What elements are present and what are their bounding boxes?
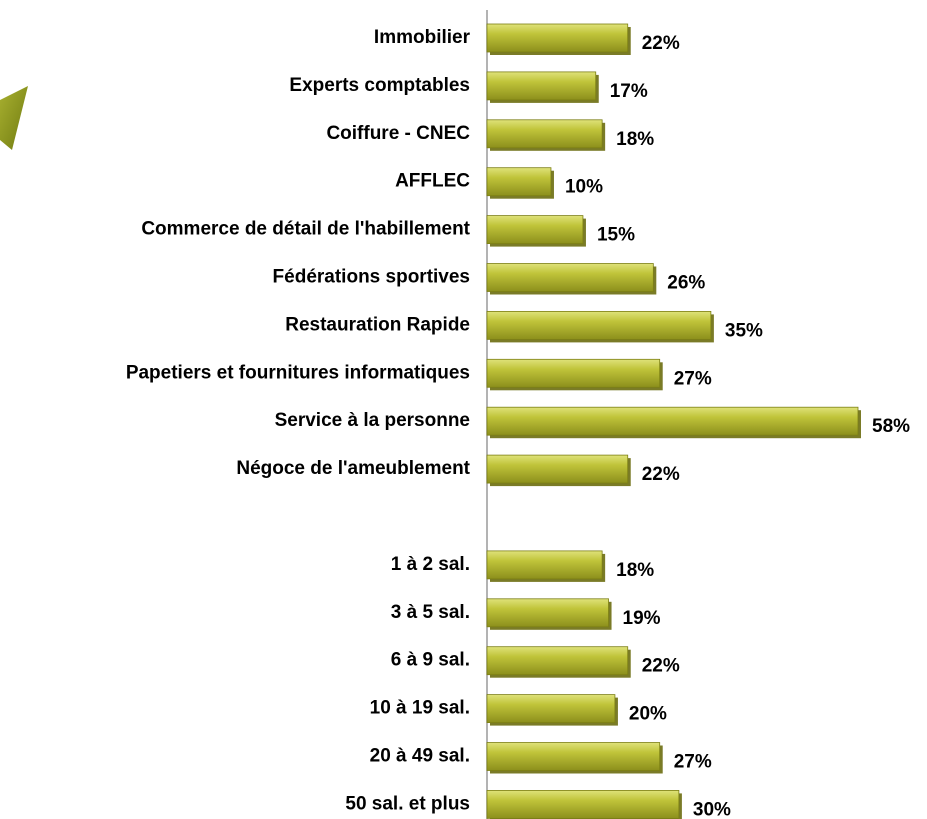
value-label: 22% (642, 33, 680, 54)
category-label: 20 à 49 sal. (370, 746, 470, 767)
category-label: Commerce de détail de l'habillement (141, 219, 470, 240)
category-label: Papetiers et fournitures informatiques (126, 362, 470, 383)
bar (486, 23, 629, 53)
bar (486, 119, 603, 149)
bar (486, 694, 616, 723)
bar (486, 454, 629, 484)
bar (486, 215, 584, 245)
value-label: 58% (872, 416, 910, 437)
bar (486, 646, 629, 676)
category-label: 6 à 9 sal. (391, 650, 470, 671)
bar (486, 790, 680, 819)
bar (486, 358, 661, 388)
bar (486, 167, 552, 197)
category-label: Experts comptables (289, 75, 470, 96)
bar (486, 550, 603, 580)
category-label: AFFLEC (395, 171, 470, 192)
value-label: 22% (642, 464, 680, 485)
bar (486, 406, 859, 436)
category-label: 3 à 5 sal. (391, 602, 470, 623)
value-label: 18% (616, 560, 654, 581)
category-label: Service à la personne (275, 410, 470, 431)
value-label: 19% (623, 608, 661, 629)
category-label: Fédérations sportives (273, 267, 470, 288)
value-label: 27% (674, 368, 712, 389)
category-label: Négoce de l'ameublement (236, 458, 470, 479)
value-label: 27% (674, 752, 712, 773)
value-label: 17% (610, 81, 648, 102)
decorative-arrow (0, 86, 28, 150)
category-label: Restauration Rapide (285, 314, 470, 335)
category-label: 1 à 2 sal. (391, 554, 470, 575)
value-label: 30% (693, 799, 731, 819)
value-label: 35% (725, 320, 763, 341)
value-label: 20% (629, 704, 667, 725)
category-label: 50 sal. et plus (345, 793, 470, 814)
value-label: 22% (642, 656, 680, 677)
bar (486, 263, 654, 292)
value-label: 18% (616, 129, 654, 150)
value-label: 15% (597, 225, 635, 246)
bar (486, 598, 609, 628)
value-label: 26% (667, 273, 705, 294)
bar (486, 71, 597, 101)
bar (486, 310, 712, 340)
value-label: 10% (565, 177, 603, 198)
category-label: 10 à 19 sal. (370, 698, 470, 719)
category-label: Immobilier (374, 27, 471, 48)
category-label: Coiffure - CNEC (326, 123, 470, 144)
bar (486, 742, 661, 771)
